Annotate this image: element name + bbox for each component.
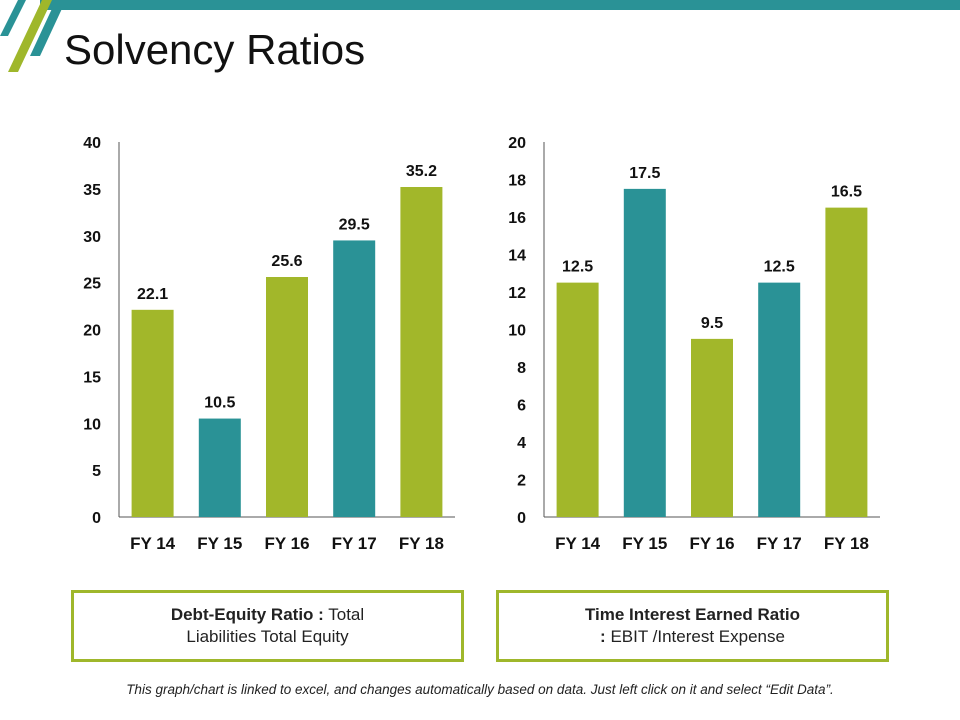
- time-interest-data-label: 17.5: [629, 165, 660, 182]
- debt-equity-y-tick-label: 15: [83, 369, 101, 386]
- debt-equity-bar: [198, 418, 241, 517]
- time-interest-bar: [825, 207, 868, 517]
- time-interest-data-label: 9.5: [701, 315, 723, 332]
- debt-equity-data-label: 25.6: [271, 253, 302, 270]
- top-accent-bar: [40, 0, 960, 10]
- time-interest-data-label: 12.5: [764, 259, 795, 276]
- page-title: Solvency Ratios: [64, 26, 366, 73]
- debt-equity-y-tick-label: 5: [92, 463, 101, 480]
- time-interest-y-tick-label: 16: [508, 210, 526, 227]
- time-interest-y-tick-label: 10: [508, 323, 526, 340]
- time-interest-x-tick-label: FY 14: [555, 534, 601, 553]
- time-interest-caption-line2: : EBIT /Interest Expense: [600, 626, 785, 648]
- time-interest-x-tick-label: FY 16: [689, 534, 734, 553]
- time-interest-bar: [758, 282, 801, 517]
- time-interest-y-tick-label: 12: [508, 285, 526, 302]
- time-interest-x-tick-label: FY 15: [622, 534, 667, 553]
- debt-equity-y-tick-label: 40: [83, 135, 101, 152]
- time-interest-y-tick-label: 6: [517, 398, 526, 415]
- time-interest-y-tick-label: 2: [517, 473, 526, 490]
- time-interest-x-tick-label: FY 17: [757, 534, 802, 553]
- debt-equity-caption-rest: Total: [323, 605, 365, 624]
- time-interest-y-tick-label: 8: [517, 360, 526, 377]
- time-interest-bar: [623, 188, 666, 517]
- debt-equity-y-tick-label: 30: [83, 229, 101, 246]
- time-interest-caption-colon: :: [600, 627, 606, 646]
- footnote: This graph/chart is linked to excel, and…: [126, 682, 834, 697]
- debt-equity-x-tick-label: FY 15: [197, 534, 242, 553]
- debt-equity-chart-svg: 0 5 10 15 20 25 30 35 40 22.1 FY 14 10.5 FY 15 25.6 FY…: [83, 135, 455, 553]
- time-interest-caption-line1: Time Interest Earned Ratio: [585, 604, 800, 626]
- time-interest-chart: 0 2 4 6 8 10 12 14 16 18 20 12.5 FY 14 17.5 FY 15 9.5 FY…: [485, 120, 885, 560]
- debt-equity-caption-bold: Debt-Equity Ratio :: [170, 605, 324, 624]
- debt-equity-y-tick-label: 35: [83, 182, 101, 199]
- debt-equity-data-label: 22.1: [137, 286, 168, 303]
- debt-equity-y-tick-label: 20: [83, 323, 101, 340]
- debt-equity-chart: 0 5 10 15 20 25 30 35 40 22.1 FY 14 10.5 FY 15 25.6 FY…: [60, 120, 460, 560]
- time-interest-y-tick-label: 4: [517, 435, 526, 452]
- debt-equity-y-tick-label: 25: [83, 276, 101, 293]
- time-interest-chart-svg: 0 2 4 6 8 10 12 14 16 18 20 12.5 FY 14 17.5 FY 15 9.5 FY…: [508, 135, 880, 553]
- time-interest-bar: [556, 282, 599, 517]
- debt-equity-caption: Debt-Equity Ratio : Total Liabilities To…: [71, 590, 464, 662]
- time-interest-data-label: 12.5: [562, 259, 593, 276]
- debt-equity-x-tick-label: FY 16: [264, 534, 309, 553]
- time-interest-caption-bold: Time Interest Earned Ratio: [584, 605, 801, 624]
- debt-equity-caption-line1: Debt-Equity Ratio : Total: [171, 604, 364, 626]
- diagonal-stripes-decoration: [0, 0, 66, 72]
- time-interest-caption-rest: EBIT /Interest Expense: [605, 627, 785, 646]
- debt-equity-bar: [333, 240, 376, 517]
- time-interest-y-tick-label: 18: [508, 173, 526, 190]
- debt-equity-x-tick-label: FY 18: [399, 534, 444, 553]
- debt-equity-bar: [266, 277, 308, 517]
- time-interest-data-label: 16.5: [831, 184, 862, 201]
- debt-equity-x-tick-label: FY 14: [130, 534, 176, 553]
- time-interest-x-tick-label: FY 18: [824, 534, 869, 553]
- debt-equity-bar: [400, 187, 443, 517]
- debt-equity-x-tick-label: FY 17: [332, 534, 377, 553]
- time-interest-y-tick-label: 20: [508, 135, 526, 152]
- time-interest-caption: Time Interest Earned Ratio : EBIT /Inter…: [496, 590, 889, 662]
- debt-equity-data-label: 35.2: [406, 163, 437, 180]
- time-interest-y-tick-label: 14: [508, 248, 526, 265]
- debt-equity-data-label: 10.5: [204, 395, 235, 412]
- time-interest-bar: [691, 338, 733, 517]
- debt-equity-y-tick-label: 10: [83, 416, 101, 433]
- debt-equity-bar: [131, 309, 174, 517]
- debt-equity-caption-line2: Liabilities Total Equity: [186, 627, 349, 646]
- debt-equity-y-tick-label: 0: [92, 510, 101, 527]
- time-interest-y-tick-label: 0: [517, 510, 526, 527]
- debt-equity-data-label: 29.5: [339, 216, 370, 233]
